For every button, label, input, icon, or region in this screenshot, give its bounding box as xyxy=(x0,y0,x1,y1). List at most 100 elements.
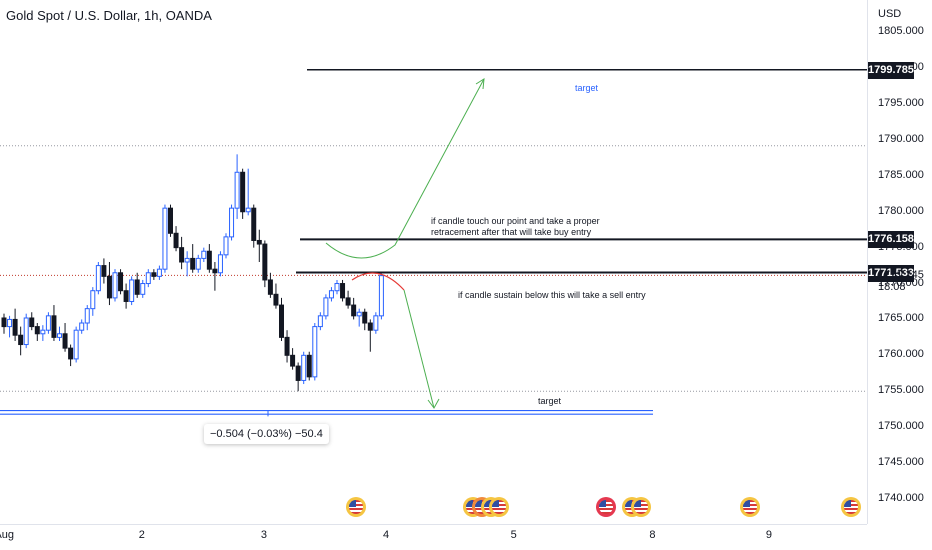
sell-arrow-head xyxy=(427,398,440,409)
candle-body xyxy=(23,317,29,346)
price-tick-label: 1805.000 xyxy=(878,25,924,38)
price-tick-label: 1790.000 xyxy=(878,132,924,145)
candle-body xyxy=(351,304,357,317)
candle-body xyxy=(79,322,85,331)
candle-body xyxy=(212,268,218,274)
candle-body xyxy=(201,250,207,259)
sell-path-arrow xyxy=(403,289,435,409)
candle-body xyxy=(68,347,74,360)
buy-note-line-2: retracement after that will take buy ent… xyxy=(431,227,592,237)
price-tag-1776: 1776.158 xyxy=(868,231,914,249)
candle-body xyxy=(95,265,101,292)
candle-body xyxy=(306,354,312,378)
bar-countdown: 18:08 xyxy=(878,281,906,294)
candle-body xyxy=(156,268,162,277)
time-tick-label: 9 xyxy=(765,529,773,541)
us-flag-event-icon[interactable] xyxy=(740,497,760,517)
us-flag-event-icon[interactable] xyxy=(841,497,861,517)
price-tick-label: 1780.000 xyxy=(878,204,924,217)
candle-body xyxy=(151,272,157,277)
candle-body xyxy=(145,272,151,285)
candle-body xyxy=(367,322,373,331)
candle-body xyxy=(184,257,190,263)
time-tick-label: Aug xyxy=(0,529,15,541)
candle-body xyxy=(240,171,246,213)
dotted-level-lines xyxy=(0,145,867,392)
price-tag-1799: 1799.785 xyxy=(868,61,914,79)
candle-body xyxy=(34,326,40,335)
sell-entry-note: if candle sustain below this will take a… xyxy=(458,290,646,300)
price-tick-label: 1760.000 xyxy=(878,348,924,361)
candle-body xyxy=(112,272,118,299)
axis-currency: USD xyxy=(878,8,902,20)
candle-body xyxy=(101,265,107,277)
candlestick-series xyxy=(1,154,384,392)
us-flag-event-icon[interactable] xyxy=(631,497,651,517)
candle-body xyxy=(251,207,257,241)
candle-body xyxy=(373,315,379,331)
price-tick-label: 1755.000 xyxy=(878,384,924,397)
target-down-label: target xyxy=(538,396,562,406)
candle-body xyxy=(1,317,7,328)
candle-body xyxy=(295,365,301,381)
candle-body xyxy=(229,207,235,238)
candle-body xyxy=(57,333,62,338)
candle-body xyxy=(162,207,168,270)
candle-body xyxy=(328,290,334,299)
candle-body xyxy=(217,254,223,274)
candle-body xyxy=(273,293,279,306)
price-tick-label: 1740.000 xyxy=(878,491,924,504)
measure-tooltip: −0.504 (−0.03%) −50.4 xyxy=(204,424,329,444)
candle-body xyxy=(129,279,135,302)
buy-note-line-1: if candle touch our point and take a pro… xyxy=(431,216,600,226)
candle-body xyxy=(40,329,46,335)
candle-body xyxy=(245,207,251,213)
time-tick-label: 8 xyxy=(649,529,656,541)
buy-entry-note: if candle touch our point and take a pro… xyxy=(431,216,600,238)
candle-body xyxy=(7,318,13,328)
candle-body xyxy=(312,326,318,378)
candle-body xyxy=(190,257,196,270)
candle-body xyxy=(45,315,51,331)
buy-arrow-head xyxy=(475,78,485,90)
buy-path-arrow xyxy=(325,78,485,259)
time-tick-label: 3 xyxy=(260,529,267,541)
sell-curve xyxy=(351,272,405,291)
candle-body xyxy=(340,283,346,299)
candle-body xyxy=(234,171,240,209)
price-tag-1771: 1771.533 xyxy=(868,264,914,282)
time-tick-label: 4 xyxy=(382,529,390,541)
us-flag-event-icon[interactable] xyxy=(346,497,366,517)
candle-body xyxy=(134,279,140,295)
time-tick-label: 2 xyxy=(138,529,145,541)
candle-body xyxy=(118,272,124,292)
target-up-label: target xyxy=(575,83,599,93)
candle-body xyxy=(195,257,201,270)
chart-title: Gold Spot / U.S. Dollar, 1h, OANDA xyxy=(6,8,212,23)
candle-body xyxy=(73,329,79,360)
candle-body xyxy=(323,297,329,317)
time-tick-label: 5 xyxy=(510,529,517,541)
us-flag-event-icon[interactable] xyxy=(489,497,509,517)
current-price-label: 1771.145 xyxy=(878,269,924,282)
candle-body xyxy=(284,336,290,356)
candle-body xyxy=(378,275,384,317)
candle-body xyxy=(84,308,90,324)
price-tick-label: 1785.000 xyxy=(878,168,924,181)
candle-body xyxy=(345,297,351,306)
price-axis-separator xyxy=(867,0,868,524)
candle-body xyxy=(18,334,24,346)
candle-body xyxy=(262,243,268,281)
drawings[interactable] xyxy=(0,68,867,417)
candle-body xyxy=(301,354,307,381)
candle-body xyxy=(279,304,284,338)
price-tick-label: 1750.000 xyxy=(878,420,924,433)
candle-body xyxy=(29,317,35,328)
price-tick-label: 1765.000 xyxy=(878,312,924,325)
us-flag-event-icon[interactable] xyxy=(596,497,616,517)
price-tick-label: 1795.000 xyxy=(878,97,924,110)
candle-body xyxy=(267,279,273,295)
candle-body xyxy=(179,247,185,263)
candle-body xyxy=(334,283,340,292)
